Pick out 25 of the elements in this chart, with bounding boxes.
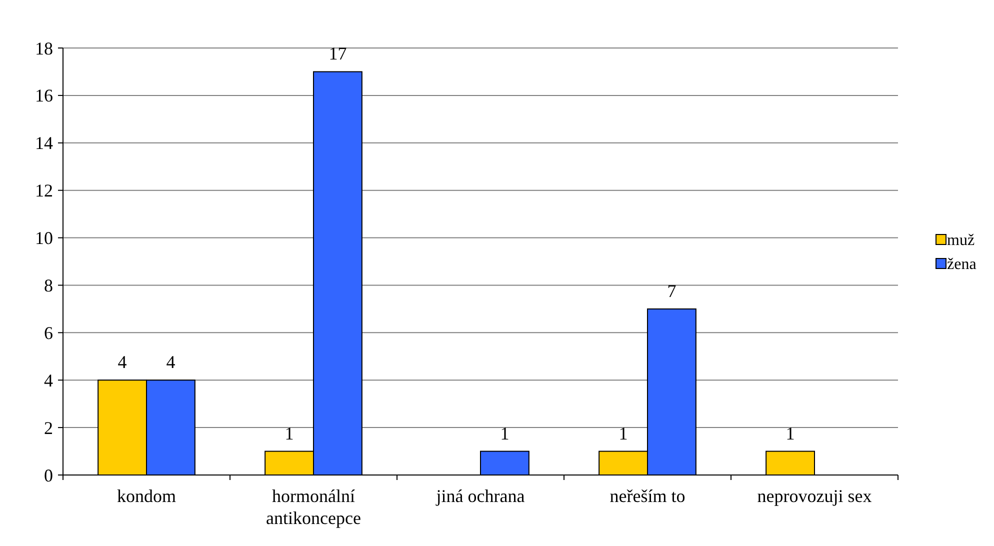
y-tick-label: 2 [44,418,53,438]
x-tick-label: neprovozuji sex [757,486,872,506]
y-tick-label: 6 [44,322,53,343]
y-tick-label: 10 [35,228,53,248]
data-label: 4 [166,352,176,372]
data-label: 1 [786,423,795,444]
data-label: 1 [284,423,294,444]
x-tick-label: kondom [116,486,176,506]
x-tick-label: hormonální antikoncepce [266,486,361,528]
y-tick-label: 0 [44,465,53,486]
data-label: 4 [118,352,127,372]
y-tick-label: 16 [35,86,53,106]
data-label: 17 [328,44,347,64]
data-label: 1 [500,423,510,444]
y-tick-label: 12 [35,180,53,201]
y-tick-label: 4 [44,370,53,390]
legend-label: žena [947,256,976,274]
data-label: 1 [618,423,628,444]
y-tick-label: 14 [35,133,53,154]
data-label: 7 [667,280,676,301]
legend-label: muž [947,232,975,250]
y-tick-label: 8 [44,276,53,296]
x-tick-label: neřeším to [610,486,686,506]
y-tick-label: 18 [35,38,53,58]
x-tick-label: jiná ochrana [435,486,525,506]
